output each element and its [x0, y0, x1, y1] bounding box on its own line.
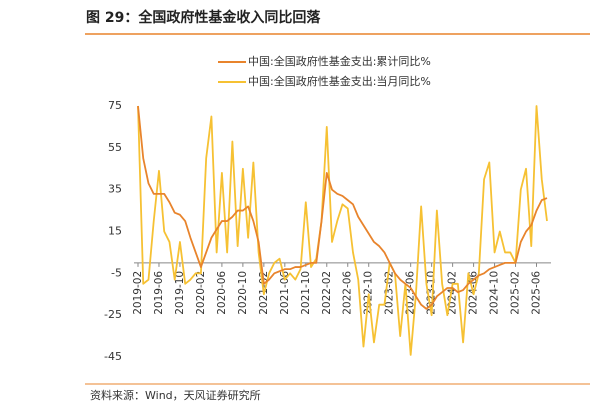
x-tick-label: 2021-06	[279, 271, 291, 315]
y-tick-label: -5	[111, 266, 122, 279]
series-line	[137, 105, 548, 356]
x-tick-label: 2020-10	[237, 271, 249, 315]
x-tick-label: 2020-02	[195, 271, 207, 315]
x-tick-label: 2023-10	[426, 271, 438, 315]
y-tick-label: 15	[108, 225, 122, 238]
legend-label: 中国:全国政府性基金支出:累计同比%	[248, 54, 431, 68]
series-line	[137, 105, 548, 310]
x-tick-label: 2024-10	[489, 271, 501, 315]
y-tick-label: -45	[104, 350, 122, 363]
y-tick-label: -25	[104, 308, 122, 321]
x-tick-label: 2019-02	[132, 271, 144, 315]
x-tick-label: 2020-06	[216, 271, 228, 315]
x-tick-label: 2025-02	[510, 271, 522, 315]
y-tick-label: 35	[108, 183, 122, 196]
chart-title: 图 29：全国政府性基金收入同比回落	[86, 9, 321, 26]
x-tick-label: 2022-06	[342, 271, 354, 315]
x-tick-label: 2022-10	[363, 271, 375, 315]
y-tick-label: 75	[108, 99, 122, 112]
legend-label: 中国:全国政府性基金支出:当月同比%	[248, 74, 431, 88]
source: 资料来源：Wind，天风证券研究所	[90, 388, 261, 402]
x-tick-label: 2025-06	[531, 271, 543, 315]
x-tick-label: 2019-06	[153, 271, 165, 315]
x-tick-label: 2019-10	[174, 271, 186, 315]
x-tick-label: 2021-10	[300, 271, 312, 315]
y-tick-label: 55	[108, 141, 122, 154]
x-tick-label: 2022-02	[321, 271, 333, 315]
